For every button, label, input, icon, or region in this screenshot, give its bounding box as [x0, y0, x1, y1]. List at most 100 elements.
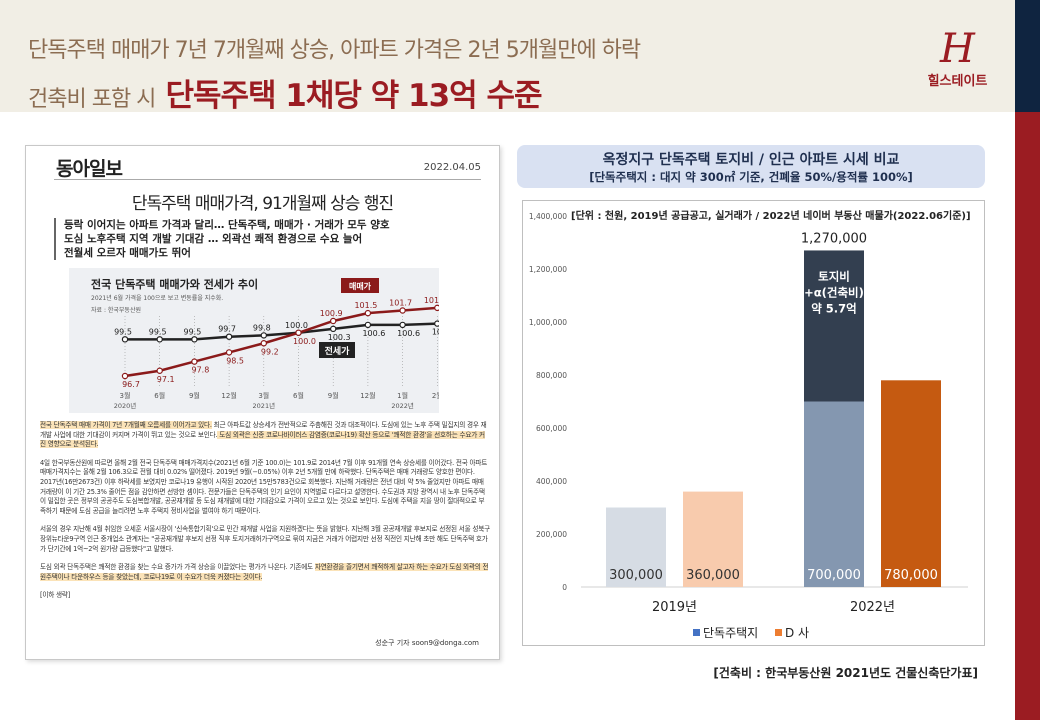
bar-value-label: 360,000	[686, 568, 740, 583]
text: 최근 아파트값 상승세가 전반적으로 주춤해진 것과 대조적이다. 도심에 있는…	[40, 421, 487, 439]
data-point	[295, 329, 302, 336]
data-label: 98.5	[226, 356, 244, 365]
data-point	[399, 321, 406, 329]
data-point	[330, 317, 337, 325]
series-callout: 매매가	[349, 281, 372, 291]
subhead: 등락 이어지는 아파트 가격과 달리… 단독주택, 매매가 · 거래가 모두 양…	[64, 219, 390, 231]
x-tick-label: 12월	[360, 391, 375, 400]
bar-value-label: 300,000	[609, 568, 663, 583]
bar-stacked-build-cost	[804, 250, 864, 402]
series-callout-box	[319, 342, 355, 358]
data-point	[364, 309, 372, 317]
data-point	[191, 336, 198, 343]
data-label: 96.7	[122, 380, 140, 389]
data-point	[191, 358, 198, 365]
data-label: 100.9	[320, 309, 343, 318]
series-callout: 전세가	[325, 345, 351, 357]
bar-value-label: 780,000	[884, 568, 938, 583]
data-point	[121, 372, 129, 380]
bar-D 사-2022년	[881, 380, 941, 587]
highlight: 전국 단독주택 매매 가격이 7년 7개월째 오름세를 이어가고 있다.	[40, 421, 212, 429]
data-label: 100.3	[328, 333, 351, 342]
paragraph: 도심 외곽 단독주택은 쾌적한 환경을 찾는 수요 증가가 가격 상승을 이끌었…	[40, 563, 490, 582]
x-tick-label: 3월	[120, 391, 131, 400]
footnote: [건축비 : 한국부동산원 2021년도 건물신축단가표]	[713, 666, 978, 680]
page-title: 건축비 포함 시 단독주택 1채당 약 13억 수준	[28, 70, 543, 115]
x-tick-label: 6월	[154, 391, 165, 400]
data-label: 99.2	[261, 347, 279, 356]
series-callout-box	[341, 278, 379, 293]
data-label: 101.5	[354, 301, 377, 310]
stack-annotation: +α(건축비)	[804, 285, 864, 299]
x-category-label: 2022년	[850, 600, 895, 615]
legend-label: D 사	[785, 626, 809, 640]
y-tick-label: 0	[562, 583, 567, 592]
data-point	[260, 340, 267, 347]
data-label: 97.1	[157, 375, 175, 384]
x-tick-label: 1월	[397, 391, 408, 400]
paragraph: 4일 한국부동산원에 따르면 올해 2월 전국 단독주택 매매가격지수(2021…	[40, 458, 488, 515]
x-tick-label: 3월	[258, 391, 269, 400]
page-subtitle: 단독주택 매매가 7년 7개월째 상승, 아파트 가격은 2년 5개월만에 하락	[28, 38, 641, 63]
data-point	[156, 336, 163, 343]
bar-D 사-2019년	[683, 491, 743, 587]
title-prefix: 건축비 포함 시	[28, 87, 156, 112]
paragraph: 전국 단독주택 매매 가격이 7년 7개월째 오름세를 이어가고 있다. 최근 …	[40, 421, 490, 450]
bar-value-label: 700,000	[807, 568, 861, 583]
x-tick-label: 6월	[293, 391, 304, 400]
paragraph: 서울의 경우 지난해 4월 취임한 오세훈 서울시장이 '신속통합기획'으로 민…	[40, 525, 490, 553]
stack-annotation: 토지비	[818, 269, 850, 283]
y-tick-label: 400,000	[536, 477, 567, 486]
inset-chart-svg: 전국 단독주택 매매가와 전세가 추이 2021년 6월 가격을 100으로 보…	[91, 277, 439, 410]
data-label: 101.9	[424, 296, 439, 305]
bar-chart: [단위 : 천원, 2019년 공급공고, 실거래가 / 2022년 네이버 부…	[522, 200, 985, 646]
y-tick-label: 200,000	[536, 530, 567, 539]
x-tick-label: 12월	[221, 391, 236, 400]
inset-chart-source: 자료 : 한국부동산원	[91, 306, 141, 314]
divider	[54, 179, 481, 180]
data-label: 101.7	[389, 299, 412, 308]
series-line-전세가	[125, 322, 438, 341]
x-category-label: 2019년	[652, 600, 697, 615]
data-label: 97.8	[191, 366, 209, 375]
data-point	[225, 333, 233, 340]
data-point	[434, 304, 439, 312]
y-tick-label: 800,000	[536, 371, 567, 380]
chart-title: 옥정지구 단독주택 토지비 / 인근 아파트 시세 비교	[602, 152, 900, 168]
logo-mark: H	[940, 26, 975, 72]
y-tick-label: 1,400,000	[529, 212, 567, 221]
year-label: 2021년	[253, 401, 276, 410]
data-label: 99.7	[218, 325, 236, 334]
accent-strip-red	[1015, 112, 1040, 720]
data-label: 100.7	[432, 328, 439, 337]
bar-total-label: 1,270,000	[801, 231, 867, 246]
bar-단독주택지-2022년	[804, 401, 864, 587]
bar-단독주택지-2019년	[606, 507, 666, 587]
omitted-note: [이하 생략]	[40, 591, 71, 600]
text: 도심 외곽 단독주택은 쾌적한 환경을 찾는 수요 증가가 가격 상승을 이끌었…	[40, 563, 315, 572]
y-tick-label: 1,200,000	[529, 265, 567, 274]
data-point	[260, 332, 267, 339]
year-label: 2020년	[114, 401, 137, 410]
data-label: 99.5	[114, 327, 132, 336]
data-label: 99.5	[149, 327, 167, 336]
article-headline: 단독주택 매매가격, 91개월째 상승 행진	[131, 194, 394, 214]
article-body: 전국 단독주택 매매 가격이 7년 7개월째 오름세를 이어가고 있다. 최근 …	[40, 421, 490, 610]
brand-logo: H 힐스테이트	[920, 28, 995, 89]
data-point	[330, 325, 337, 333]
series-line-매매가	[124, 306, 438, 378]
title-emphasis: 단독주택 1채당 약 13억 수준	[165, 78, 542, 114]
unit-note: [단위 : 천원, 2019년 공급공고, 실거래가 / 2022년 네이버 부…	[571, 209, 971, 222]
article-date: 2022.04.05	[423, 162, 481, 173]
data-label: 100.6	[397, 329, 420, 338]
header-banner: 단독주택 매매가 7년 7개월째 상승, 아파트 가격은 2년 5개월만에 하락…	[0, 0, 1015, 115]
x-tick-label: 9월	[328, 391, 339, 400]
subhead: 전월세 오르자 매매가도 뛰어	[64, 247, 191, 259]
data-label: 99.5	[183, 327, 201, 336]
legend-swatch	[693, 629, 700, 636]
chart-title-box: 옥정지구 단독주택 토지비 / 인근 아파트 시세 비교 [단독주택지 : 대지…	[517, 145, 985, 188]
data-label: 100.6	[362, 329, 385, 338]
data-point	[225, 349, 233, 356]
data-point	[121, 336, 129, 343]
byline: 성순구 기자 soon9@donga.com	[375, 639, 479, 647]
